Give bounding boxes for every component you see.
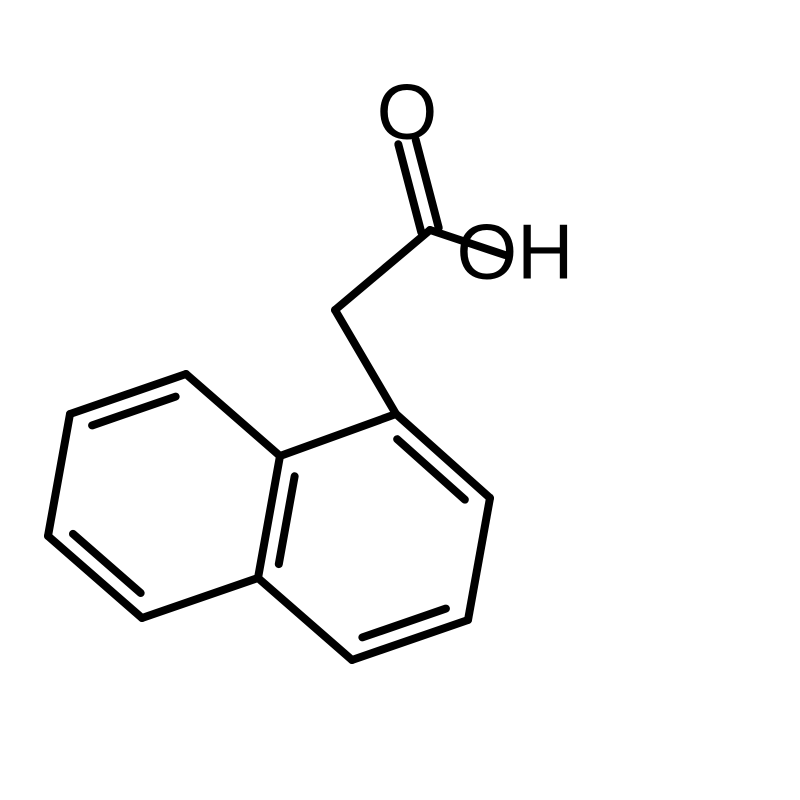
atom-label-OH: OH — [457, 208, 574, 296]
chemical-structure-diagram: OOH — [0, 0, 800, 800]
atom-label-O_double: O — [377, 68, 438, 156]
